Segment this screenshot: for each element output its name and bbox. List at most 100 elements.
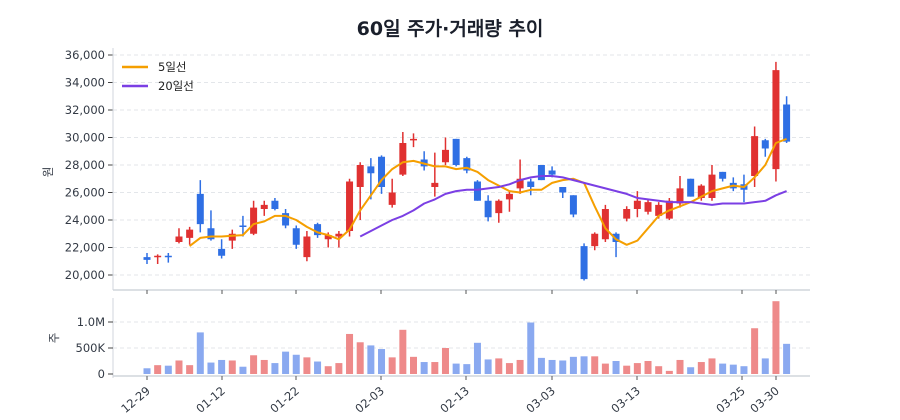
volume-bar [282,351,290,374]
candle-down [271,200,279,209]
volume-bar [175,360,183,374]
price-ytick-label: 28,000 [65,158,105,172]
xtick-label: 03-25 [713,384,748,416]
volume-bar [580,356,588,374]
candle-up [346,181,354,231]
volume-bar [783,343,791,374]
xtick-label: 12-29 [118,384,153,416]
candle-up [441,149,449,163]
candle-up [655,204,663,216]
candle-up [228,233,236,241]
candle-down [473,181,481,201]
volume-bar [761,358,769,374]
candle-down [292,228,300,245]
volume-bar [644,361,652,374]
volume-bar [250,355,258,374]
price-ytick-label: 24,000 [65,213,105,227]
volume-bar [441,348,449,374]
volume-bar [633,363,641,374]
candle-down [463,158,471,171]
volume-bar [196,332,204,374]
volume-bar [601,363,609,374]
volume-bar [271,363,279,374]
xtick-label: 02-13 [437,384,472,416]
candle-down [580,246,588,280]
candle-up [410,138,417,141]
volume-bar [655,366,663,374]
candle-down [452,138,460,165]
volume-bar [346,333,354,374]
xtick-label: 03-13 [608,384,643,416]
price-axis-label: 원 [41,167,55,178]
candle-up [388,192,396,205]
volume-ytick-label: 500K [76,341,106,355]
candle-up [505,193,513,200]
volume-ytick-label: 0 [98,367,105,381]
volume-bar [143,368,151,374]
volume-bar [260,359,268,374]
volume-bar [420,362,428,374]
candle-up [676,188,684,204]
candle-up [431,182,439,187]
price-ytick-label: 22,000 [65,241,105,255]
price-ytick-label: 20,000 [65,268,105,282]
candle-up [772,70,780,170]
volume-bar [569,356,577,374]
volume-bar [314,361,322,374]
candle-down [559,187,567,193]
volume-bar [207,362,215,374]
candle-down [207,228,215,240]
candle-up [260,204,268,209]
volume-bar [719,363,727,374]
volume-bar [676,359,684,374]
chart-title: 60일 주가·거래량 추이 [356,18,544,40]
xtick-label: 03-03 [523,384,558,416]
candle-up [591,233,599,247]
volume-bar [665,370,673,374]
volume-bar [218,359,226,374]
volume-axis-label: 주 [47,333,61,344]
volume-bar [186,365,194,374]
volume-bar [548,359,556,374]
ma20-line [359,175,787,238]
volume-bar [495,358,503,374]
volume-ytick-label: 1.0M [77,315,105,329]
ma5-line [188,137,787,247]
volume-bar [452,363,460,374]
candle-up [356,165,364,187]
candle-down [761,140,769,149]
candle-down [164,255,172,258]
candle-up [303,236,311,258]
volume-bar [697,362,705,374]
volume-bar [623,365,631,374]
volume-bar [335,363,343,374]
volume-bar [378,349,386,374]
legend-ma5-label: 5일선 [158,60,186,74]
volume-bar [484,359,492,374]
volume-bar [164,365,172,374]
volume-bar [324,366,332,374]
volume-bar [505,363,513,374]
volume-bar [463,364,471,374]
volume-bar [740,366,748,374]
candle-up [335,233,343,237]
legend-ma20-label: 20일선 [158,79,194,93]
volume-bar [559,360,567,374]
volume-bar [154,365,162,374]
xtick-label: 03-30 [747,384,782,416]
volume-bar [228,360,236,374]
candle-down [548,170,556,175]
candle-down [569,195,577,215]
volume-bar [516,359,524,374]
candle-down [783,104,791,142]
candle-down [612,233,620,242]
candle-up [175,236,183,242]
price-ytick-label: 26,000 [65,186,105,200]
candle-up [644,202,652,212]
xtick-label: 01-22 [267,384,302,416]
volume-bar [708,358,716,374]
candle-down [282,213,290,226]
candle-up [154,255,162,258]
volume-bar [772,301,780,374]
candle-up [697,185,705,198]
